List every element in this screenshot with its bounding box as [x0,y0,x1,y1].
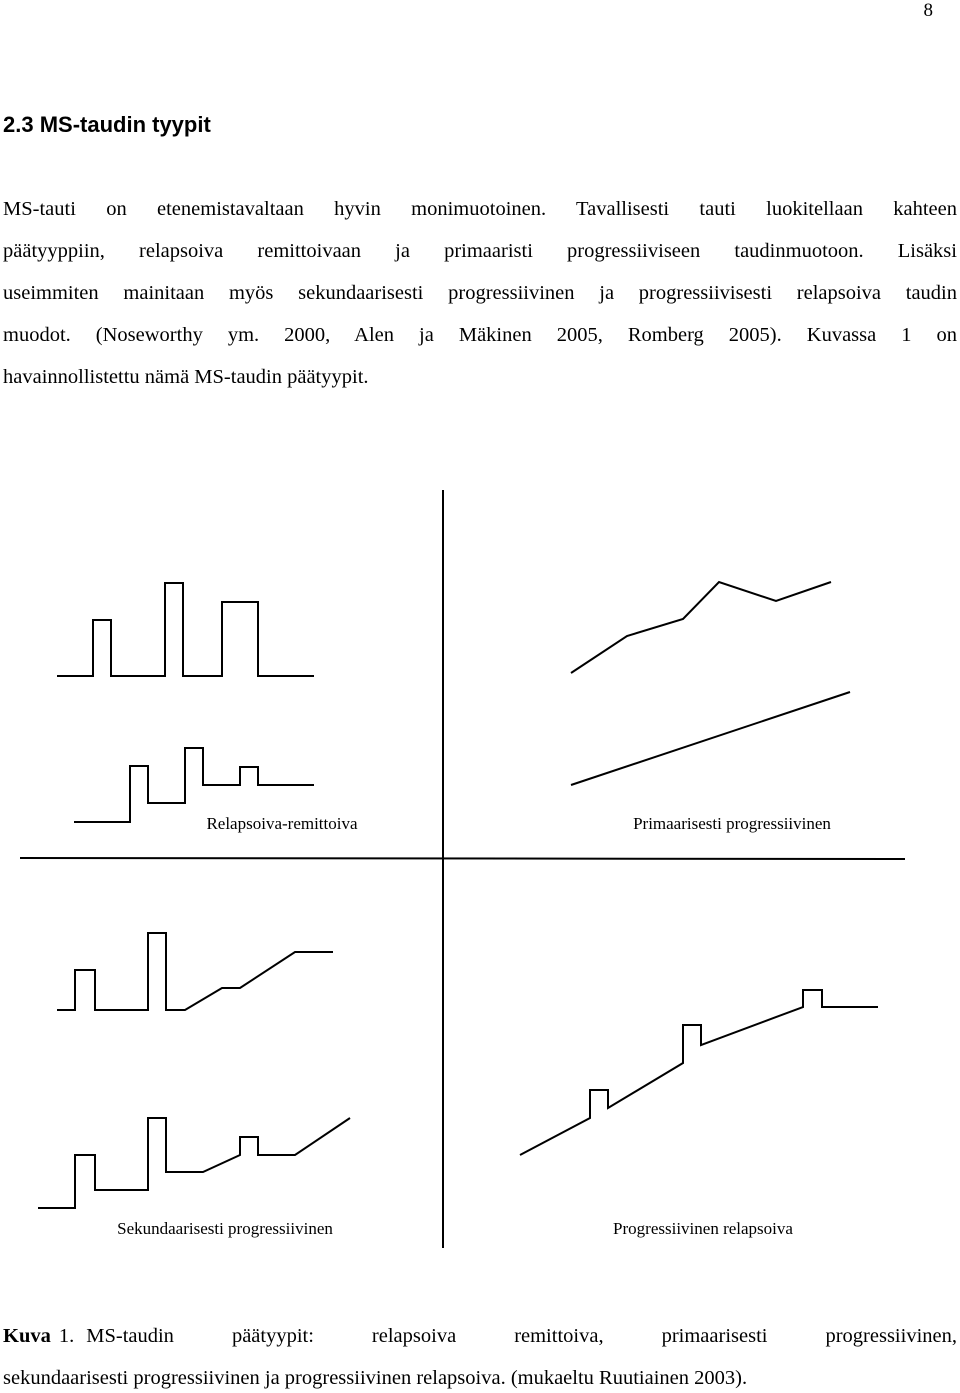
section-heading: 2.3 MS-taudin tyypit [3,112,211,137]
paragraph-line: päätyyppiin, relapsoiva remittoivaan ja … [3,240,957,262]
curve [570,580,832,674]
caption-text: MS-taudin päätyypit: relapsoiva remittoi… [86,1325,957,1347]
paragraph-line: useimmiten mainitaan myös sekundaarisest… [3,282,957,304]
paragraph-line: muodot. (Noseworthy ym. 2000, Alen ja Mä… [3,324,957,346]
caption-number: 1. [58,1325,75,1347]
curve [570,691,851,786]
curve [57,582,314,677]
figure-label: Relapsoiva-remittoiva [206,814,358,833]
curve [57,932,333,1011]
caption-label: Kuva [3,1325,51,1347]
axis-horizontal [19,857,906,860]
figure-label: Progressiivinen relapsoiva [613,1219,793,1238]
paragraph-line: MS-tauti on etenemistavaltaan hyvin moni… [3,198,957,220]
caption-line: sekundaarisesti progressiivinen ja progr… [3,1367,748,1389]
figure-label: Sekundaarisesti progressiivinen [117,1219,333,1238]
curve [38,1117,351,1209]
curve [519,989,878,1156]
paragraph-line: havainnollistettu nämä MS-taudin päätyyp… [3,366,369,388]
figure-label: Primaarisesti progressiivinen [633,814,831,833]
curve [74,747,314,823]
page-number: 8 [923,0,934,21]
caption-line: Kuva 1. MS-taudin päätyypit: relapsoiva r… [3,1324,957,1348]
